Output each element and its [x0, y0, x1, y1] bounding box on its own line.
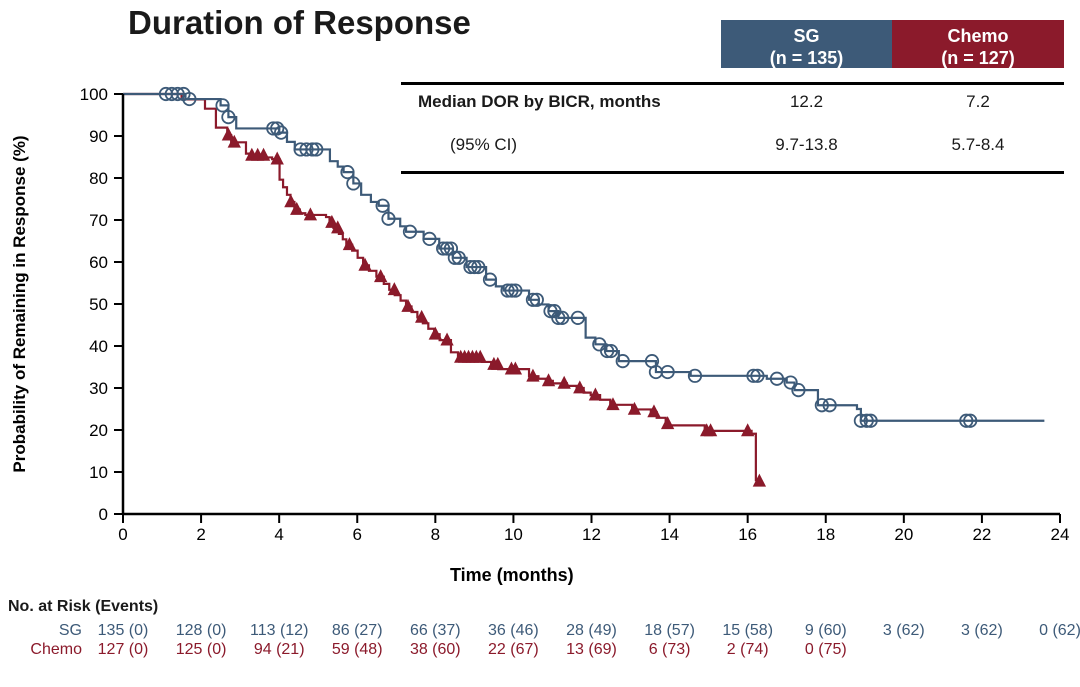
svg-text:10: 10 [89, 463, 108, 482]
svg-text:20: 20 [89, 421, 108, 440]
svg-text:20: 20 [894, 525, 913, 544]
svg-text:50: 50 [89, 295, 108, 314]
svg-text:10: 10 [504, 525, 523, 544]
svg-text:16: 16 [738, 525, 757, 544]
svg-text:30: 30 [89, 379, 108, 398]
svg-text:70: 70 [89, 211, 108, 230]
svg-text:2: 2 [196, 525, 205, 544]
svg-text:60: 60 [89, 253, 108, 272]
svg-text:12: 12 [582, 525, 601, 544]
svg-text:22: 22 [972, 525, 991, 544]
svg-text:6: 6 [353, 525, 362, 544]
svg-text:4: 4 [274, 525, 283, 544]
svg-text:24: 24 [1051, 525, 1070, 544]
svg-text:0: 0 [99, 505, 108, 524]
svg-text:8: 8 [431, 525, 440, 544]
svg-text:18: 18 [816, 525, 835, 544]
svg-text:0: 0 [118, 525, 127, 544]
svg-text:100: 100 [80, 85, 108, 104]
svg-text:80: 80 [89, 169, 108, 188]
svg-text:14: 14 [660, 525, 679, 544]
svg-text:40: 40 [89, 337, 108, 356]
svg-text:90: 90 [89, 127, 108, 146]
